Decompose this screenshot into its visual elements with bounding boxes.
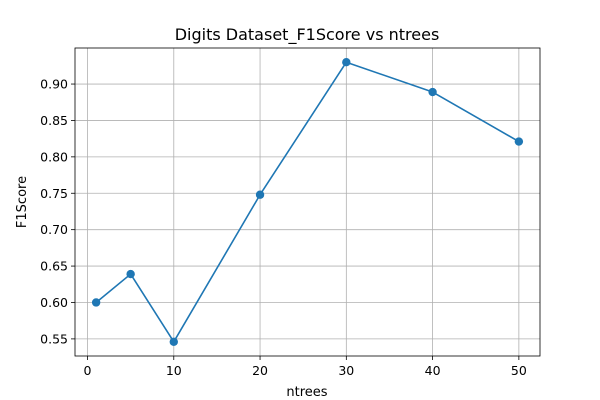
x-tick-label: 10 bbox=[166, 363, 182, 378]
y-tick-label: 0.90 bbox=[40, 77, 68, 92]
data-point bbox=[169, 337, 178, 347]
y-tick-label: 0.70 bbox=[40, 222, 68, 237]
x-axis-label: ntrees bbox=[286, 385, 327, 400]
data-point bbox=[91, 298, 101, 307]
data-point bbox=[428, 87, 437, 97]
series-layer bbox=[91, 57, 524, 347]
y-tick-label: 0.60 bbox=[40, 295, 68, 310]
y-tick-label: 0.55 bbox=[40, 331, 68, 346]
x-tick-label: 40 bbox=[425, 363, 441, 378]
x-tick-label: 50 bbox=[511, 363, 527, 378]
y-axis-ticks: 0.55 0.60 0.65 0.70 0.75 0.80 0.85 0.90 bbox=[40, 77, 75, 346]
x-tick-label: 30 bbox=[338, 363, 354, 378]
y-axis-label: F1Score bbox=[15, 176, 30, 228]
y-tick-label: 0.80 bbox=[40, 149, 68, 164]
data-point bbox=[126, 269, 135, 279]
data-point bbox=[342, 57, 351, 67]
data-point bbox=[514, 137, 524, 146]
plot-frame bbox=[74, 47, 541, 357]
grid-lines bbox=[75, 48, 540, 356]
y-tick-label: 0.75 bbox=[40, 186, 68, 201]
x-tick-label: 20 bbox=[252, 363, 268, 378]
chart-title: Digits Dataset_F1Score vs ntrees bbox=[175, 25, 440, 45]
data-point bbox=[255, 190, 265, 199]
x-axis-ticks: 0 10 20 30 40 50 bbox=[84, 356, 527, 378]
y-tick-label: 0.85 bbox=[40, 113, 68, 128]
series-line bbox=[95, 61, 520, 343]
x-tick-label: 0 bbox=[84, 363, 92, 378]
y-tick-label: 0.65 bbox=[40, 259, 68, 274]
